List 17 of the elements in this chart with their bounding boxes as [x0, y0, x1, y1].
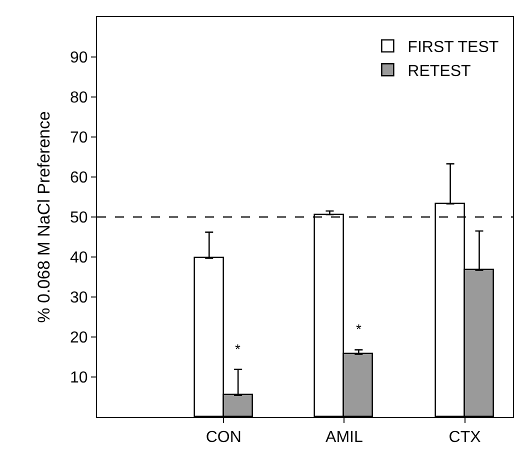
y-axis-title: % 0.068 M NaCl Preference — [34, 111, 54, 323]
annotation: * — [235, 341, 241, 357]
annotation: * — [356, 321, 362, 337]
legend-label: RETEST — [408, 62, 472, 80]
x-tick-label: CTX — [448, 429, 482, 446]
x-tick-label: CON — [206, 429, 242, 446]
y-tick-label: 60 — [70, 170, 88, 187]
y-tick-label: 40 — [70, 250, 88, 267]
legend-label: FIRST TEST — [408, 39, 499, 56]
y-tick-label: 30 — [70, 290, 88, 307]
y-tick-label: 50 — [70, 210, 88, 227]
y-tick-label: 10 — [70, 370, 88, 387]
y-tick-label: 70 — [70, 130, 88, 147]
y-tick-label: 90 — [70, 50, 88, 67]
x-tick-label: AMIL — [326, 429, 363, 446]
y-tick-label: 20 — [70, 330, 88, 347]
y-tick-label: 80 — [70, 90, 88, 107]
